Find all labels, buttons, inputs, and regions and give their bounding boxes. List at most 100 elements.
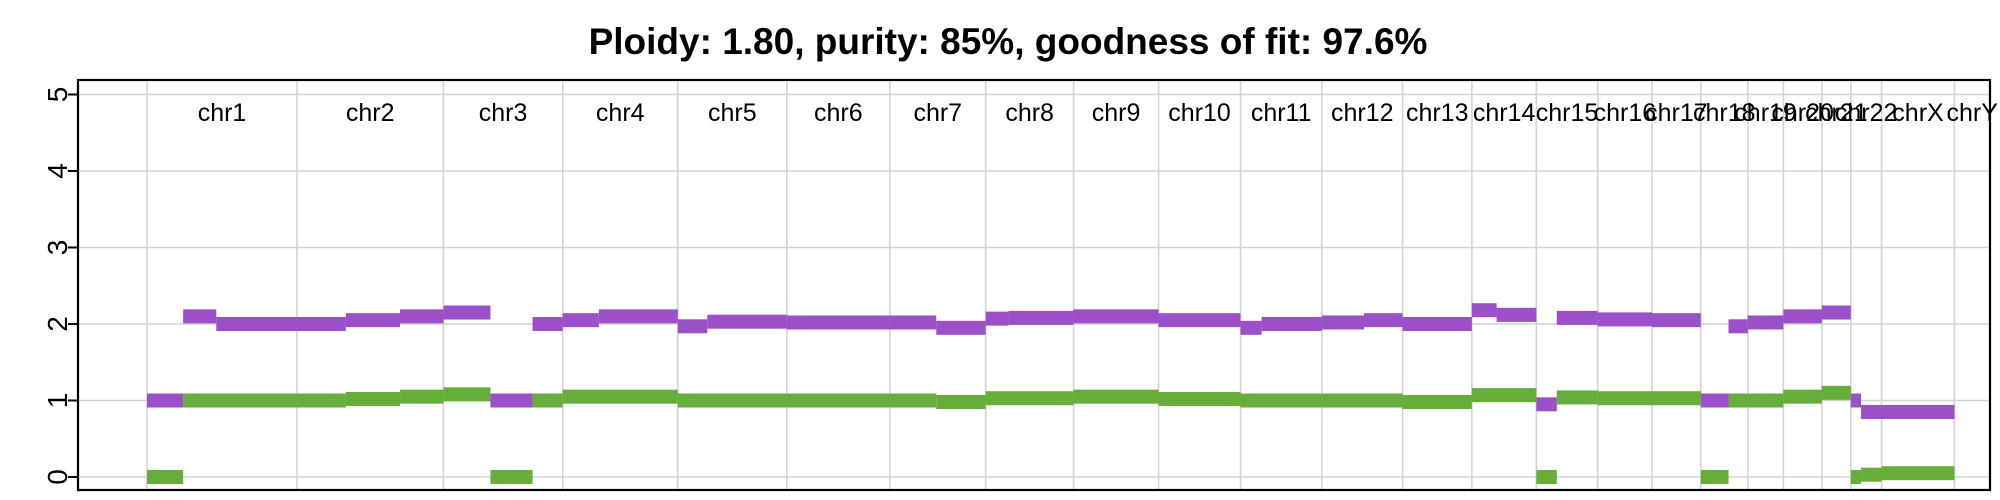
major-cn-segment-chr7-0 [889, 315, 937, 330]
chr-label-chr14: chr14 [1473, 99, 1536, 127]
minor-cn-segment-chr22-1 [1861, 467, 1882, 482]
major-cn-segment-chr4-0 [562, 313, 599, 328]
major-cn-segment-chr8-1 [1008, 310, 1074, 325]
major-cn-segment-chr2-2 [400, 309, 444, 324]
plot-area-border [76, 78, 1992, 492]
major-cn-segment-chr18-1 [1728, 319, 1748, 334]
minor-cn-segment-chr20-0 [1783, 389, 1822, 404]
major-cn-segment-chr15-1 [1556, 310, 1598, 325]
major-cn-segment-chrX-0 [1881, 404, 1955, 419]
minor-cn-segment-chr19-0 [1747, 393, 1784, 408]
major-cn-segment-chr5-0 [677, 319, 708, 334]
chr-label-chr2: chr2 [346, 99, 395, 127]
minor-cn-segment-chr3-0 [443, 387, 491, 402]
chr-label-chr15: chr15 [1536, 99, 1599, 127]
minor-cn-segment-chr11-0 [1240, 393, 1322, 408]
major-cn-segment-chr14-0 [1471, 303, 1497, 318]
minor-cn-segment-chr8-0 [985, 391, 1074, 406]
major-cn-segment-chr13-0 [1402, 317, 1472, 331]
chr-label-chr20: chr20 [1771, 99, 1834, 127]
chr-label-chr22: chr22 [1835, 99, 1898, 127]
chr-label-chr3: chr3 [479, 99, 528, 127]
major-cn-segment-chr20-0 [1783, 309, 1822, 324]
major-cn-segment-chr22-0 [1850, 393, 1862, 408]
y-tick-label-0: 0 [42, 469, 73, 485]
segments-layer [147, 303, 1955, 484]
chr-label-chr4: chr4 [596, 99, 645, 127]
minor-cn-segment-chr18-1 [1728, 393, 1748, 408]
y-tick-label-1: 1 [42, 393, 73, 409]
chr-label-chr19: chr19 [1734, 99, 1797, 127]
minor-cn-segment-chr14-0 [1471, 388, 1537, 403]
major-cn-segment-chr6-0 [786, 315, 890, 330]
chr-label-chr9: chr9 [1092, 99, 1141, 127]
minor-cn-segment-chr7-0 [889, 393, 937, 408]
chr-label-chr18: chr18 [1693, 99, 1756, 127]
major-cn-segment-chr4-1 [598, 309, 678, 324]
chr-label-chr17: chr17 [1645, 99, 1708, 127]
minor-cn-segment-chr9-0 [1073, 389, 1159, 404]
major-cn-segment-chr10-0 [1158, 313, 1241, 328]
chr-label-chrX: chrX [1892, 99, 1944, 127]
major-cn-segment-chr19-0 [1747, 315, 1784, 330]
y-tick-label-5: 5 [42, 87, 73, 103]
chr-label-chr7: chr7 [913, 99, 962, 127]
chr-label-chr5: chr5 [708, 99, 757, 127]
minor-cn-segment-chr17-0 [1652, 391, 1701, 406]
minor-cn-segment-chr22-0 [1850, 470, 1862, 484]
y-axis: 0 1 2 3 4 5 [42, 87, 78, 485]
minor-cn-segment-chr3-2 [532, 393, 563, 408]
major-cn-segment-chr1-0 [147, 393, 184, 408]
minor-cn-segment-chr2-0 [297, 393, 346, 408]
minor-cn-segment-chr2-1 [345, 391, 401, 406]
y-tick-label-3: 3 [42, 240, 73, 256]
chart-title: Ploidy: 1.80, purity: 85%, goodness of f… [589, 21, 1428, 62]
chr-label-chr10: chr10 [1168, 99, 1231, 127]
chr-label-chr6: chr6 [814, 99, 863, 127]
minor-cn-segment-chr15-1 [1556, 390, 1598, 405]
chr-label-chr1: chr1 [198, 99, 247, 127]
chr-label-chr16: chr16 [1594, 99, 1657, 127]
y-tick-label-4: 4 [42, 163, 73, 179]
chr-label-chr13: chr13 [1406, 99, 1469, 127]
minor-cn-segment-chr18-0 [1700, 470, 1729, 484]
major-cn-segment-chr11-0 [1240, 320, 1262, 335]
major-cn-segment-chr18-0 [1700, 393, 1729, 408]
major-cn-segment-chr12-1 [1364, 313, 1403, 328]
major-cn-segment-chr3-2 [532, 317, 563, 331]
chr-label-chr8: chr8 [1005, 99, 1054, 127]
major-cn-segment-chr21-0 [1821, 305, 1851, 320]
minor-cn-segment-chr21-0 [1821, 385, 1851, 400]
major-cn-segment-chr12-0 [1321, 315, 1365, 330]
major-cn-segment-chr22-1 [1861, 404, 1882, 419]
grid-layer [78, 80, 1991, 490]
minor-cn-segment-chr3-1 [490, 470, 533, 484]
major-cn-segment-chr1-2 [216, 317, 298, 331]
minor-cn-segment-chr4-0 [562, 389, 678, 404]
minor-cn-segment-chr15-0 [1536, 470, 1557, 484]
major-cn-segment-chr14-1 [1496, 307, 1537, 322]
major-cn-segment-chr3-0 [443, 305, 491, 320]
major-cn-segment-chr7-1 [936, 320, 986, 335]
minor-cn-segment-chr13-0 [1402, 395, 1472, 410]
minor-cn-segment-chr6-0 [786, 393, 890, 408]
minor-cn-segment-chr12-0 [1321, 393, 1403, 408]
chr-label-chr12: chr12 [1331, 99, 1394, 127]
minor-cn-segment-chr2-2 [400, 389, 444, 404]
major-cn-segment-chr5-1 [707, 314, 787, 329]
minor-cn-segment-chr5-0 [677, 393, 787, 408]
minor-cn-segment-chr16-0 [1597, 391, 1653, 406]
major-cn-segment-chr3-1 [490, 393, 533, 408]
y-tick-label-2: 2 [42, 316, 73, 332]
major-cn-segment-chr1-1 [183, 309, 217, 324]
major-cn-segment-chr16-0 [1597, 312, 1653, 327]
minor-cn-segment-chrX-0 [1881, 466, 1955, 481]
major-cn-segment-chr11-1 [1261, 317, 1322, 331]
chromosome-labels: chr1 chr2 chr3 chr4 chr5 chr6 chr7 chr8 chr9 chr1… [198, 99, 1999, 127]
major-cn-segment-chr15-0 [1536, 397, 1557, 412]
major-cn-segment-chr9-0 [1073, 309, 1159, 324]
major-cn-segment-chr17-0 [1652, 313, 1701, 328]
chr-label-chr11: chr11 [1251, 99, 1312, 127]
minor-cn-segment-chr10-0 [1158, 391, 1241, 406]
